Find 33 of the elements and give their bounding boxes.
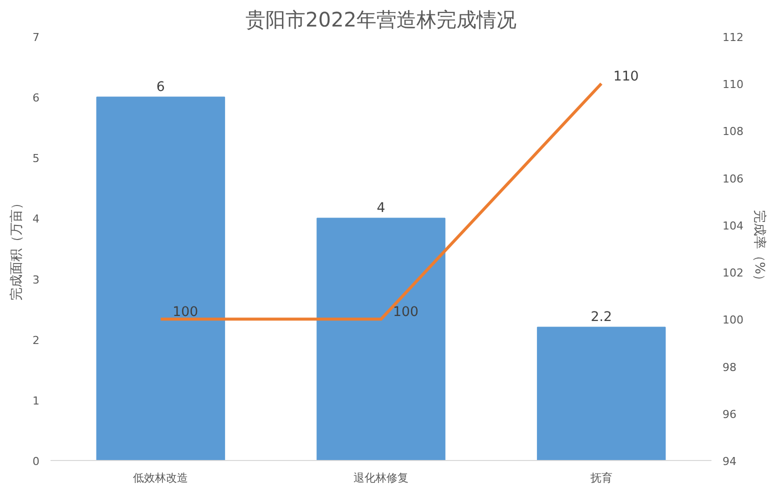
y-tick-label: 5 [32, 152, 40, 166]
x-tick-label: 低效林改造 [133, 472, 188, 484]
bar [96, 96, 226, 460]
bar [536, 326, 666, 460]
chart-title: 贵阳市2022年营造林完成情况 [246, 8, 516, 32]
data-label: 100 [172, 305, 198, 320]
y2-axis-title: 完成率（%） [751, 210, 768, 288]
y2-tick-label: 106 [722, 172, 744, 186]
y2-tick-label: 96 [722, 408, 736, 421]
y2-tick-label: 104 [722, 219, 744, 232]
y-tick-label: 0 [32, 455, 40, 468]
y-tick-label: 6 [32, 92, 40, 105]
data-label: 4 [376, 201, 386, 216]
y-tick-label: 2 [32, 334, 40, 347]
y2-tick-label: 108 [722, 125, 744, 138]
y2-tick-label: 112 [722, 31, 744, 44]
bar [316, 218, 446, 460]
y-tick-label: 4 [32, 212, 40, 226]
y2-tick-label: 100 [722, 314, 744, 327]
y-tick-label: 1 [32, 394, 40, 408]
data-label: 100 [393, 305, 418, 320]
y2-tick-label: 94 [722, 455, 736, 468]
y-tick-label: 7 [32, 31, 40, 44]
data-label: 110 [613, 70, 639, 85]
y2-tick-label: 98 [722, 360, 736, 374]
y-axis-title: 完成面积（万亩） [8, 196, 24, 300]
y2-tick-label: 102 [722, 266, 744, 280]
x-tick-label: 退化林修复 [354, 472, 408, 484]
data-label: 2.2 [590, 310, 612, 326]
y2-tick-label: 110 [722, 78, 744, 92]
y-tick-label: 3 [32, 273, 40, 286]
data-label: 6 [156, 80, 165, 96]
x-tick-label: 抚育 [589, 472, 612, 484]
